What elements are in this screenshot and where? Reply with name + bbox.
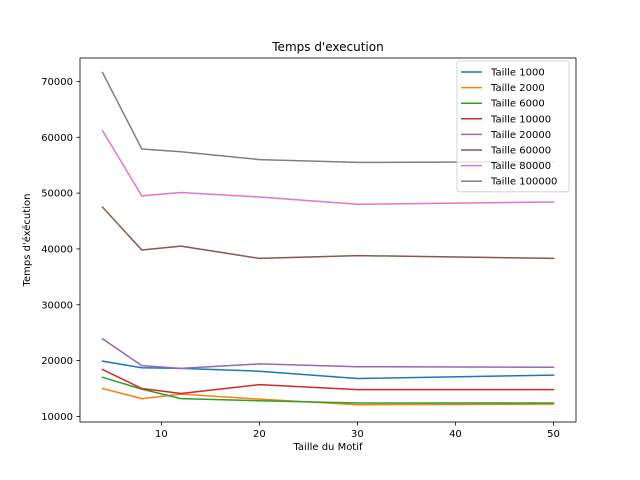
legend-label: Taille 10000 (490, 114, 551, 125)
legend-label: Taille 2000 (490, 83, 545, 94)
x-tick-label: 20 (253, 429, 266, 440)
legend-label: Taille 6000 (490, 99, 545, 110)
axes-frame (79, 57, 577, 423)
series-line-3 (101, 376, 555, 404)
x-tick-label: 50 (547, 429, 560, 440)
series-line-5 (101, 337, 555, 370)
series-line-2 (101, 387, 555, 406)
legend-label: Taille 80000 (490, 161, 551, 172)
x-axis-label: Taille du Motif (292, 442, 363, 453)
y-tick-label: 60000 (41, 133, 73, 144)
series-line-8 (101, 71, 555, 164)
legend-label: Taille 1000 (490, 68, 545, 79)
legend-box (456, 60, 570, 193)
legend-label: Taille 60000 (490, 146, 551, 157)
plot-area: 10 20 30 40 50 10000 20000 30000 40000 50000 60000… (41, 57, 577, 440)
axes-layer: 10 20 30 40 50 10000 20000 30000 40000 50000 60000… (41, 57, 577, 440)
y-tick-label: 30000 (41, 300, 73, 311)
series-line-4 (101, 368, 555, 395)
series-layer (101, 71, 555, 406)
y-tick-label: 10000 (41, 412, 73, 423)
x-tick-label: 30 (351, 429, 364, 440)
y-tick-label: 40000 (41, 244, 73, 255)
y-tick-label: 70000 (41, 77, 73, 88)
y-tick-label: 50000 (41, 189, 73, 200)
legend-label: Taille 20000 (490, 130, 551, 141)
y-axis-label: Temps d'éxécution (21, 194, 33, 288)
series-line-1 (101, 360, 555, 380)
y-tick-label: 20000 (41, 356, 73, 367)
series-line-7 (101, 129, 555, 206)
legend: Taille 1000 Taille 2000 Taille 6000 Taille … (456, 60, 570, 193)
chart-title: Temps d'execution (271, 40, 383, 54)
x-tick-label: 10 (155, 429, 168, 440)
x-tick-label: 40 (449, 429, 462, 440)
legend-label: Taille 100000 (490, 177, 557, 188)
series-line-6 (101, 206, 555, 260)
